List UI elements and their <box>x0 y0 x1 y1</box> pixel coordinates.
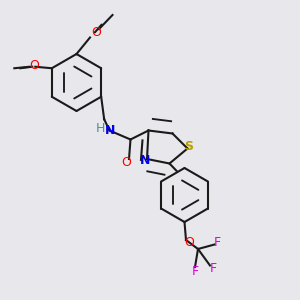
Text: F: F <box>214 236 221 250</box>
Text: N: N <box>105 124 116 137</box>
Text: N: N <box>140 154 151 167</box>
Text: O: O <box>29 59 39 72</box>
Text: F: F <box>209 262 217 275</box>
Text: O: O <box>184 236 194 250</box>
Text: O: O <box>91 26 101 39</box>
Text: H: H <box>96 122 105 135</box>
Text: S: S <box>184 140 194 154</box>
Text: O: O <box>121 155 131 169</box>
Text: F: F <box>191 265 199 278</box>
